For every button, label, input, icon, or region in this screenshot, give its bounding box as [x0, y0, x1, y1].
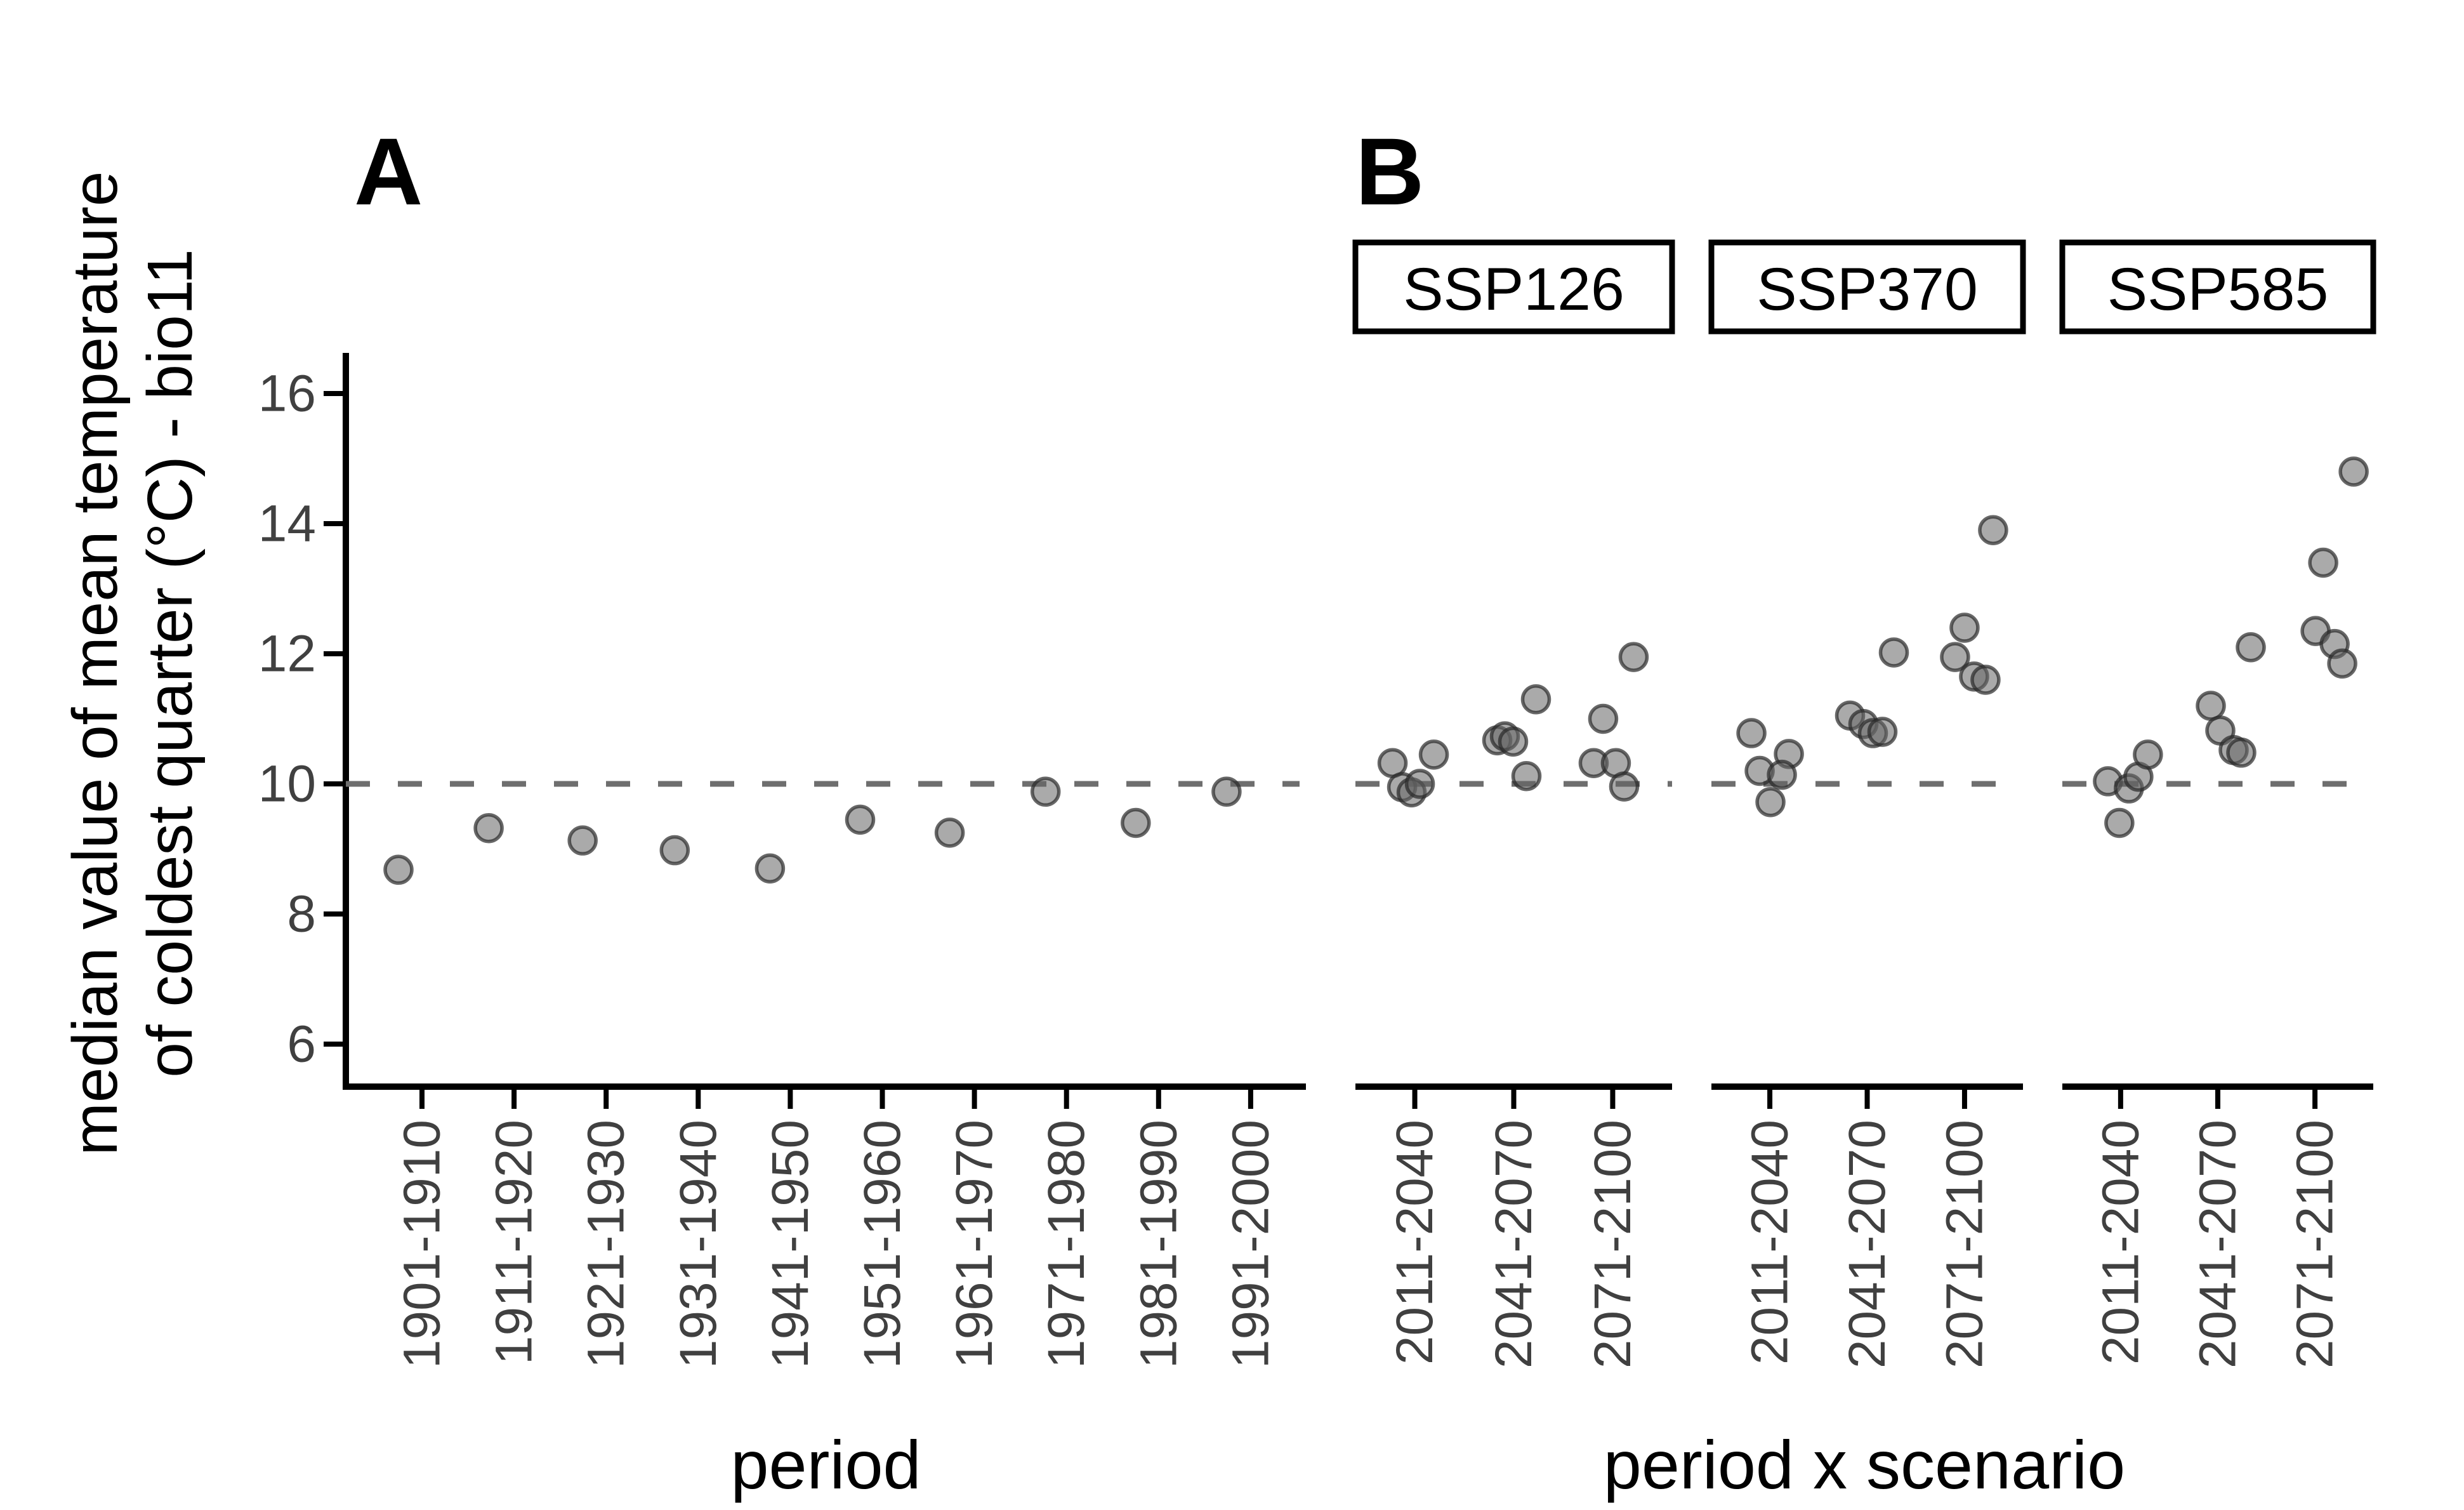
x-tick-label: 2041-2070: [1485, 1120, 1543, 1368]
facet-strip: [2059, 239, 2376, 334]
data-point: [383, 854, 414, 885]
facet-strip: [1352, 239, 1675, 334]
panel-a-letter: A: [354, 118, 423, 225]
x-tick-label: 1971-1980: [1038, 1120, 1095, 1368]
data-point: [1211, 776, 1242, 807]
x-tick-label: 2011-2040: [2092, 1120, 2149, 1365]
x-tick-label: 1951-1960: [853, 1120, 911, 1368]
data-point: [1878, 637, 1909, 668]
x-tick-label: 2041-2070: [2189, 1120, 2247, 1368]
data-point: [1949, 613, 1980, 643]
x-tick-label: 1961-1970: [945, 1120, 1003, 1368]
data-point: [1404, 769, 1435, 799]
data-point: [1767, 759, 1797, 790]
y-axis-title-line: of coldest quarter (°C) - bio11: [135, 249, 206, 1077]
x-tick-label: 2041-2070: [1838, 1120, 1896, 1368]
data-point: [1030, 776, 1061, 807]
x-tick-label: 2071-2100: [1584, 1120, 1642, 1368]
x-tick-label: 1991-2000: [1222, 1120, 1279, 1368]
data-point: [1520, 684, 1552, 715]
data-point: [2226, 738, 2256, 768]
data-point: [1867, 717, 1898, 747]
x-tick-label: 2011-2040: [1386, 1120, 1444, 1365]
data-point: [659, 835, 690, 866]
data-point: [1511, 760, 1542, 791]
facet-strip-label: SSP585: [2107, 256, 2329, 323]
data-point: [2338, 456, 2369, 487]
x-tick-label: 2011-2040: [1741, 1120, 1799, 1365]
x-tick-label: 2071-2100: [1935, 1120, 1993, 1368]
data-point: [567, 825, 598, 856]
data-point: [473, 812, 504, 844]
data-point: [2327, 648, 2357, 679]
data-point: [1978, 515, 2008, 545]
data-point: [2104, 807, 2135, 838]
y-tick-label: 6: [287, 1016, 316, 1073]
x-tick-label: 2071-2100: [2286, 1120, 2344, 1368]
data-point: [1618, 642, 1649, 672]
data-point: [2308, 547, 2338, 578]
facet-strip-label: SSP370: [1756, 256, 1978, 323]
data-point: [1970, 665, 2001, 695]
data-point: [1121, 807, 1151, 838]
data-point: [845, 804, 876, 835]
y-axis-title-line: median value of mean temperature: [60, 171, 131, 1156]
x-tick-label: 1941-1950: [761, 1120, 819, 1368]
data-point: [1940, 642, 1970, 672]
x-tick-label: 1931-1940: [669, 1120, 727, 1368]
y-tick-label: 10: [258, 755, 316, 813]
data-point: [2196, 691, 2226, 721]
y-tick-label: 14: [258, 495, 316, 553]
y-tick-label: 12: [258, 625, 316, 683]
data-point: [754, 853, 786, 884]
data-point: [1588, 703, 1619, 734]
facet-strip: [1708, 239, 2026, 334]
x-tick-label: 1911-1920: [485, 1120, 543, 1365]
data-point: [1755, 786, 1786, 818]
data-point: [1609, 771, 1640, 802]
data-point: [1418, 739, 1449, 770]
panel-b-x-axis-title: period x scenario: [1604, 1426, 2125, 1503]
data-point: [1498, 726, 1529, 757]
y-tick-label: 16: [258, 365, 316, 423]
data-point: [934, 818, 965, 848]
panel-b-letter: B: [1355, 118, 1424, 225]
x-tick-label: 1901-1910: [393, 1120, 451, 1368]
data-point: [1736, 718, 1767, 748]
panel-a-x-axis-title: period: [730, 1426, 921, 1503]
data-point: [2133, 739, 2163, 770]
x-tick-label: 1921-1930: [577, 1120, 635, 1368]
y-tick-label: 8: [287, 885, 316, 943]
x-tick-label: 1981-1990: [1130, 1120, 1187, 1368]
data-point: [2236, 632, 2266, 663]
facet-strip-label: SSP126: [1403, 256, 1624, 323]
